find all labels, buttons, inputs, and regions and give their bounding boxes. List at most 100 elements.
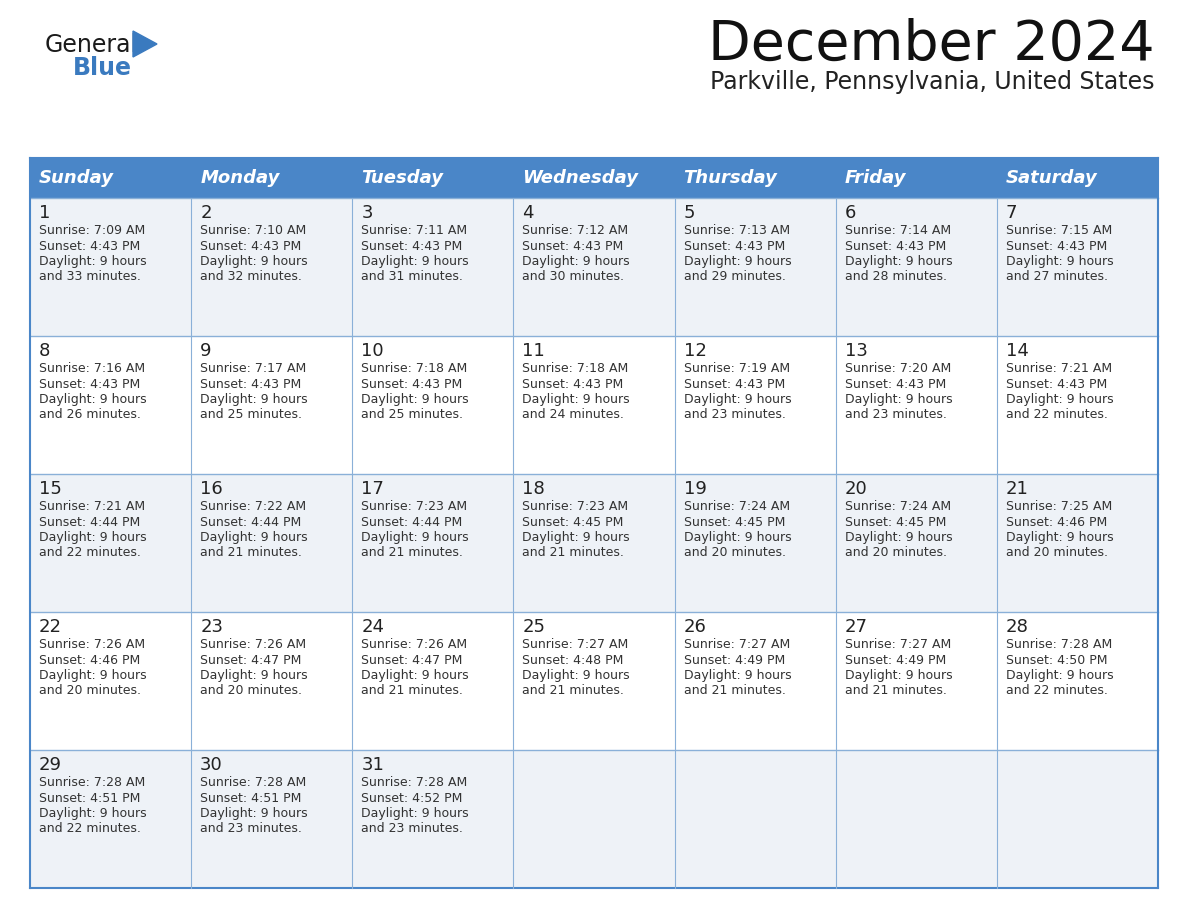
Bar xyxy=(30,336,1158,474)
Text: and 32 minutes.: and 32 minutes. xyxy=(200,271,302,284)
Text: Daylight: 9 hours: Daylight: 9 hours xyxy=(39,807,146,820)
Text: Sunset: 4:45 PM: Sunset: 4:45 PM xyxy=(683,516,785,529)
Text: and 29 minutes.: and 29 minutes. xyxy=(683,271,785,284)
Text: 14: 14 xyxy=(1006,342,1029,360)
Text: Daylight: 9 hours: Daylight: 9 hours xyxy=(523,669,630,682)
Bar xyxy=(30,474,1158,612)
Text: Sunset: 4:44 PM: Sunset: 4:44 PM xyxy=(39,516,140,529)
Text: Daylight: 9 hours: Daylight: 9 hours xyxy=(39,531,146,544)
Text: 20: 20 xyxy=(845,480,867,498)
Text: and 22 minutes.: and 22 minutes. xyxy=(1006,409,1107,421)
Text: Friday: Friday xyxy=(845,169,906,187)
Text: Daylight: 9 hours: Daylight: 9 hours xyxy=(39,669,146,682)
Text: Sunset: 4:50 PM: Sunset: 4:50 PM xyxy=(1006,654,1107,666)
Text: Sunrise: 7:14 AM: Sunrise: 7:14 AM xyxy=(845,224,950,237)
Text: Sunset: 4:52 PM: Sunset: 4:52 PM xyxy=(361,791,462,804)
Text: Sunset: 4:43 PM: Sunset: 4:43 PM xyxy=(523,240,624,252)
Text: Sunrise: 7:27 AM: Sunrise: 7:27 AM xyxy=(845,638,950,651)
Text: Tuesday: Tuesday xyxy=(361,169,443,187)
Bar xyxy=(30,158,1158,198)
Text: Sunset: 4:43 PM: Sunset: 4:43 PM xyxy=(361,240,462,252)
Text: 30: 30 xyxy=(200,756,223,774)
Text: and 20 minutes.: and 20 minutes. xyxy=(845,546,947,559)
Text: Daylight: 9 hours: Daylight: 9 hours xyxy=(523,531,630,544)
Text: 5: 5 xyxy=(683,204,695,222)
Text: Daylight: 9 hours: Daylight: 9 hours xyxy=(39,393,146,406)
Text: Daylight: 9 hours: Daylight: 9 hours xyxy=(1006,531,1113,544)
Text: Daylight: 9 hours: Daylight: 9 hours xyxy=(200,255,308,268)
Text: Sunrise: 7:13 AM: Sunrise: 7:13 AM xyxy=(683,224,790,237)
Text: Blue: Blue xyxy=(72,56,132,80)
Text: and 21 minutes.: and 21 minutes. xyxy=(845,685,947,698)
Text: Sunset: 4:43 PM: Sunset: 4:43 PM xyxy=(1006,377,1107,390)
Text: 16: 16 xyxy=(200,480,223,498)
Text: Daylight: 9 hours: Daylight: 9 hours xyxy=(845,393,953,406)
Text: Sunrise: 7:27 AM: Sunrise: 7:27 AM xyxy=(683,638,790,651)
Text: Parkville, Pennsylvania, United States: Parkville, Pennsylvania, United States xyxy=(710,70,1155,94)
Text: and 21 minutes.: and 21 minutes. xyxy=(361,685,463,698)
Text: Daylight: 9 hours: Daylight: 9 hours xyxy=(845,669,953,682)
Text: Sunset: 4:46 PM: Sunset: 4:46 PM xyxy=(39,654,140,666)
Text: Sunrise: 7:26 AM: Sunrise: 7:26 AM xyxy=(200,638,307,651)
Text: and 22 minutes.: and 22 minutes. xyxy=(1006,685,1107,698)
Text: Daylight: 9 hours: Daylight: 9 hours xyxy=(200,393,308,406)
Text: Sunrise: 7:10 AM: Sunrise: 7:10 AM xyxy=(200,224,307,237)
Text: Sunset: 4:43 PM: Sunset: 4:43 PM xyxy=(39,240,140,252)
Text: 10: 10 xyxy=(361,342,384,360)
Text: and 21 minutes.: and 21 minutes. xyxy=(200,546,302,559)
Text: 7: 7 xyxy=(1006,204,1017,222)
Text: Daylight: 9 hours: Daylight: 9 hours xyxy=(361,255,469,268)
Text: Sunrise: 7:15 AM: Sunrise: 7:15 AM xyxy=(1006,224,1112,237)
Text: and 22 minutes.: and 22 minutes. xyxy=(39,823,141,835)
Text: Daylight: 9 hours: Daylight: 9 hours xyxy=(1006,669,1113,682)
Text: Sunset: 4:43 PM: Sunset: 4:43 PM xyxy=(39,377,140,390)
Text: 19: 19 xyxy=(683,480,707,498)
Text: Sunset: 4:49 PM: Sunset: 4:49 PM xyxy=(683,654,785,666)
Text: 25: 25 xyxy=(523,618,545,636)
Text: Sunrise: 7:22 AM: Sunrise: 7:22 AM xyxy=(200,500,307,513)
Text: 21: 21 xyxy=(1006,480,1029,498)
Text: Daylight: 9 hours: Daylight: 9 hours xyxy=(1006,255,1113,268)
Text: Sunset: 4:49 PM: Sunset: 4:49 PM xyxy=(845,654,946,666)
Text: and 23 minutes.: and 23 minutes. xyxy=(683,409,785,421)
Text: 23: 23 xyxy=(200,618,223,636)
Text: 9: 9 xyxy=(200,342,211,360)
Text: Daylight: 9 hours: Daylight: 9 hours xyxy=(523,255,630,268)
Text: 29: 29 xyxy=(39,756,62,774)
Text: General: General xyxy=(45,33,138,57)
Text: Sunset: 4:45 PM: Sunset: 4:45 PM xyxy=(523,516,624,529)
Text: 17: 17 xyxy=(361,480,384,498)
Text: Daylight: 9 hours: Daylight: 9 hours xyxy=(39,255,146,268)
Bar xyxy=(30,612,1158,750)
Text: 4: 4 xyxy=(523,204,533,222)
Text: and 33 minutes.: and 33 minutes. xyxy=(39,271,141,284)
Text: Wednesday: Wednesday xyxy=(523,169,638,187)
Text: Sunset: 4:43 PM: Sunset: 4:43 PM xyxy=(361,377,462,390)
Text: Daylight: 9 hours: Daylight: 9 hours xyxy=(523,393,630,406)
Text: Daylight: 9 hours: Daylight: 9 hours xyxy=(200,669,308,682)
Text: and 23 minutes.: and 23 minutes. xyxy=(845,409,947,421)
Text: and 20 minutes.: and 20 minutes. xyxy=(1006,546,1108,559)
Text: Sunset: 4:43 PM: Sunset: 4:43 PM xyxy=(683,377,785,390)
Text: Sunset: 4:48 PM: Sunset: 4:48 PM xyxy=(523,654,624,666)
Text: and 21 minutes.: and 21 minutes. xyxy=(523,546,625,559)
Text: and 20 minutes.: and 20 minutes. xyxy=(39,685,141,698)
Text: Sunrise: 7:21 AM: Sunrise: 7:21 AM xyxy=(1006,362,1112,375)
Text: Sunset: 4:46 PM: Sunset: 4:46 PM xyxy=(1006,516,1107,529)
Text: 6: 6 xyxy=(845,204,857,222)
Text: Sunrise: 7:28 AM: Sunrise: 7:28 AM xyxy=(39,776,145,789)
Text: and 25 minutes.: and 25 minutes. xyxy=(200,409,302,421)
Text: 15: 15 xyxy=(39,480,62,498)
Text: Sunrise: 7:28 AM: Sunrise: 7:28 AM xyxy=(1006,638,1112,651)
Text: Sunrise: 7:27 AM: Sunrise: 7:27 AM xyxy=(523,638,628,651)
Text: Sunday: Sunday xyxy=(39,169,114,187)
Text: Sunset: 4:47 PM: Sunset: 4:47 PM xyxy=(361,654,462,666)
Text: and 20 minutes.: and 20 minutes. xyxy=(683,546,785,559)
Text: Sunset: 4:43 PM: Sunset: 4:43 PM xyxy=(523,377,624,390)
Text: Daylight: 9 hours: Daylight: 9 hours xyxy=(683,531,791,544)
Text: 26: 26 xyxy=(683,618,707,636)
Text: and 23 minutes.: and 23 minutes. xyxy=(361,823,463,835)
Text: Daylight: 9 hours: Daylight: 9 hours xyxy=(683,669,791,682)
Text: Sunrise: 7:28 AM: Sunrise: 7:28 AM xyxy=(200,776,307,789)
Text: 22: 22 xyxy=(39,618,62,636)
